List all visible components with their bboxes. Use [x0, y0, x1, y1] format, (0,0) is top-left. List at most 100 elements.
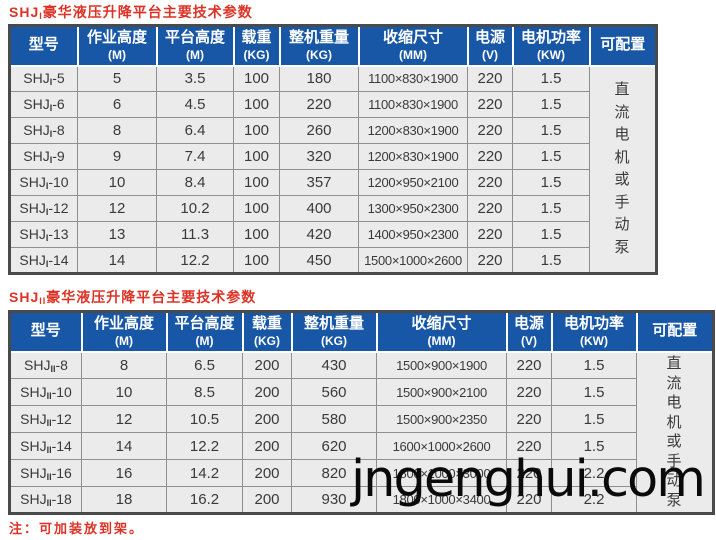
spec-cell-work_height: 12 — [81, 405, 167, 433]
spec-cell-platform_height: 14.2 — [166, 459, 243, 487]
model-cell: SHJI-14 — [9, 247, 78, 274]
column-header: 收缩尺寸 (MM) — [375, 310, 508, 353]
spec-cell-size: 1500×900×2100 — [376, 378, 507, 406]
spec-cell-work_height: 13 — [77, 221, 157, 248]
spec-cell-work_height: 14 — [77, 247, 157, 274]
spec-cell-weight: 357 — [279, 169, 359, 196]
spec-cell-work_height: 18 — [81, 486, 167, 514]
spec-cell-motor: 1.5 — [551, 405, 637, 433]
table-row: SHJII-16 16 14.2 200 820 1800×1000×3000 220 2.2 — [9, 459, 714, 487]
model-cell: SHJII-14 — [9, 432, 82, 460]
spec-cell-motor: 1.5 — [512, 143, 590, 170]
column-header: 作业高度 (M) — [80, 310, 168, 353]
model-subscript: II — [46, 444, 52, 455]
configurable-cell: 直 流 电 机 或 手 动 泵 — [636, 351, 714, 514]
table-row: SHJI-8 8 6.4 100 260 1200×830×1900 220 1.5 — [9, 117, 657, 144]
table-row: SHJII-8 8 6.5 200 430 1500×900×1900 220 1.5 直 流 … — [9, 351, 714, 514]
spec-cell-platform_height: 8.5 — [166, 378, 243, 406]
spec-cell-power: 220 — [506, 351, 552, 379]
spec-cell-motor: 1.5 — [512, 221, 590, 248]
spec-cell-power: 220 — [506, 459, 552, 487]
model-cell: SHJI-13 — [9, 221, 78, 248]
column-header: 电机功率 (KW) — [511, 24, 591, 67]
spec-cell-platform_height: 6.4 — [156, 117, 234, 144]
column-header: 整机重量 (KG) — [290, 310, 378, 353]
spec-cell-size: 1800×1000×3000 — [376, 459, 507, 487]
spec-cell-motor: 1.5 — [551, 378, 637, 406]
model-cell: SHJII-12 — [9, 405, 82, 433]
table-row: SHJI-14 14 12.2 100 450 1500×1000×2600 220 1.5 — [9, 247, 657, 274]
model-cell: SHJII-8 — [9, 351, 82, 379]
spec-cell-work_height: 16 — [81, 459, 167, 487]
model-cell: SHJI-12 — [9, 195, 78, 222]
column-header: 电机功率 (KW) — [550, 310, 638, 353]
spec-cell-load: 100 — [233, 169, 280, 196]
spec-cell-weight: 430 — [291, 351, 377, 379]
spec-cell-size: 1500×900×2350 — [376, 405, 507, 433]
footer-note: 注：可加装放到架。 — [9, 521, 145, 536]
model-subscript: I — [49, 103, 53, 113]
model-cell: SHJII-16 — [9, 459, 82, 487]
model-subscript: I — [49, 77, 53, 88]
column-header: 整机重量 (KG) — [278, 24, 360, 67]
model-cell: SHJI-5 — [9, 65, 78, 92]
table2-title-subscript: II — [39, 296, 47, 306]
spec-cell-size: 1100×830×1900 — [358, 65, 468, 92]
header-row: 型号 作业高度 (M) 平台高度 (M) 载重 (KG) 整机重量 (KG) 收缩尺寸 (MM) 电源… — [8, 24, 658, 67]
model-subscript: II — [46, 498, 52, 508]
spec-cell-motor: 2.2 — [551, 459, 637, 487]
table-row: SHJI-13 13 11.3 100 420 1400×950×2300 220 1.5 — [9, 221, 657, 248]
spec-cell-platform_height: 3.5 — [156, 65, 234, 92]
spec-cell-size: 1800×1000×3400 — [376, 486, 507, 514]
spec-cell-weight: 820 — [291, 459, 377, 487]
column-header: 电源 (V) — [466, 24, 514, 67]
spec-cell-weight: 450 — [279, 247, 359, 274]
spec-cell-weight: 420 — [279, 221, 359, 248]
model-subscript: I — [45, 181, 49, 191]
spec-cell-platform_height: 6.5 — [166, 351, 243, 379]
spec-cell-weight: 560 — [291, 378, 377, 406]
spec-cell-work_height: 6 — [77, 91, 157, 118]
spec-cell-load: 100 — [233, 117, 280, 144]
spec-cell-platform_height: 10.5 — [166, 405, 243, 433]
spec-cell-load: 200 — [242, 486, 292, 514]
spec-cell-size: 1300×950×2300 — [358, 195, 468, 222]
header-row: 型号 作业高度 (M) 平台高度 (M) 载重 (KG) 整机重量 (KG) 收缩尺寸 (MM) 电源… — [8, 310, 715, 353]
spec-cell-platform_height: 16.2 — [166, 486, 243, 514]
column-header: 可配置 — [635, 310, 715, 353]
spec-cell-motor: 1.5 — [512, 195, 590, 222]
spec-cell-weight: 220 — [279, 91, 359, 118]
table2-title: SHJII豪华液压升降平台主要技术参数 — [9, 287, 256, 307]
model-cell: SHJI-8 — [9, 117, 78, 144]
model-subscript: I — [45, 207, 49, 217]
spec-cell-platform_height: 12.2 — [166, 432, 243, 460]
spec-cell-power: 220 — [506, 432, 552, 460]
spec-cell-motor: 1.5 — [512, 247, 590, 274]
table1-title-subscript: I — [39, 11, 43, 21]
spec-cell-work_height: 8 — [77, 117, 157, 144]
column-header: 载重 (KG) — [241, 310, 293, 353]
model-cell: SHJI-10 — [9, 169, 78, 196]
spec-cell-platform_height: 11.3 — [156, 221, 234, 248]
spec-cell-weight: 400 — [279, 195, 359, 222]
column-header: 可配置 — [588, 24, 658, 67]
model-subscript: II — [50, 363, 56, 374]
spec-cell-platform_height: 12.2 — [156, 247, 234, 274]
column-header: 作业高度 (M) — [76, 24, 158, 67]
spec-table-shj2: 型号 作业高度 (M) 平台高度 (M) 载重 (KG) 整机重量 (KG) 收缩尺寸 (MM) 电源… — [8, 310, 715, 515]
spec-cell-size: 1500×900×1900 — [376, 351, 507, 379]
column-header: 电源 (V) — [505, 310, 553, 353]
spec-cell-weight: 930 — [291, 486, 377, 514]
column-header: 平台高度 (M) — [155, 24, 235, 67]
table1-title: SHJI豪华液压升降平台主要技术参数 — [9, 2, 253, 22]
spec-cell-weight: 620 — [291, 432, 377, 460]
spec-cell-power: 220 — [506, 378, 552, 406]
spec-cell-work_height: 9 — [77, 143, 157, 170]
model-subscript: I — [45, 233, 49, 243]
spec-cell-power: 220 — [467, 247, 513, 274]
model-cell: SHJI-6 — [9, 91, 78, 118]
spec-cell-size: 1200×950×2100 — [358, 169, 468, 196]
spec-cell-power: 220 — [467, 169, 513, 196]
model-cell: SHJI-9 — [9, 143, 78, 170]
spec-cell-platform_height: 8.4 — [156, 169, 234, 196]
